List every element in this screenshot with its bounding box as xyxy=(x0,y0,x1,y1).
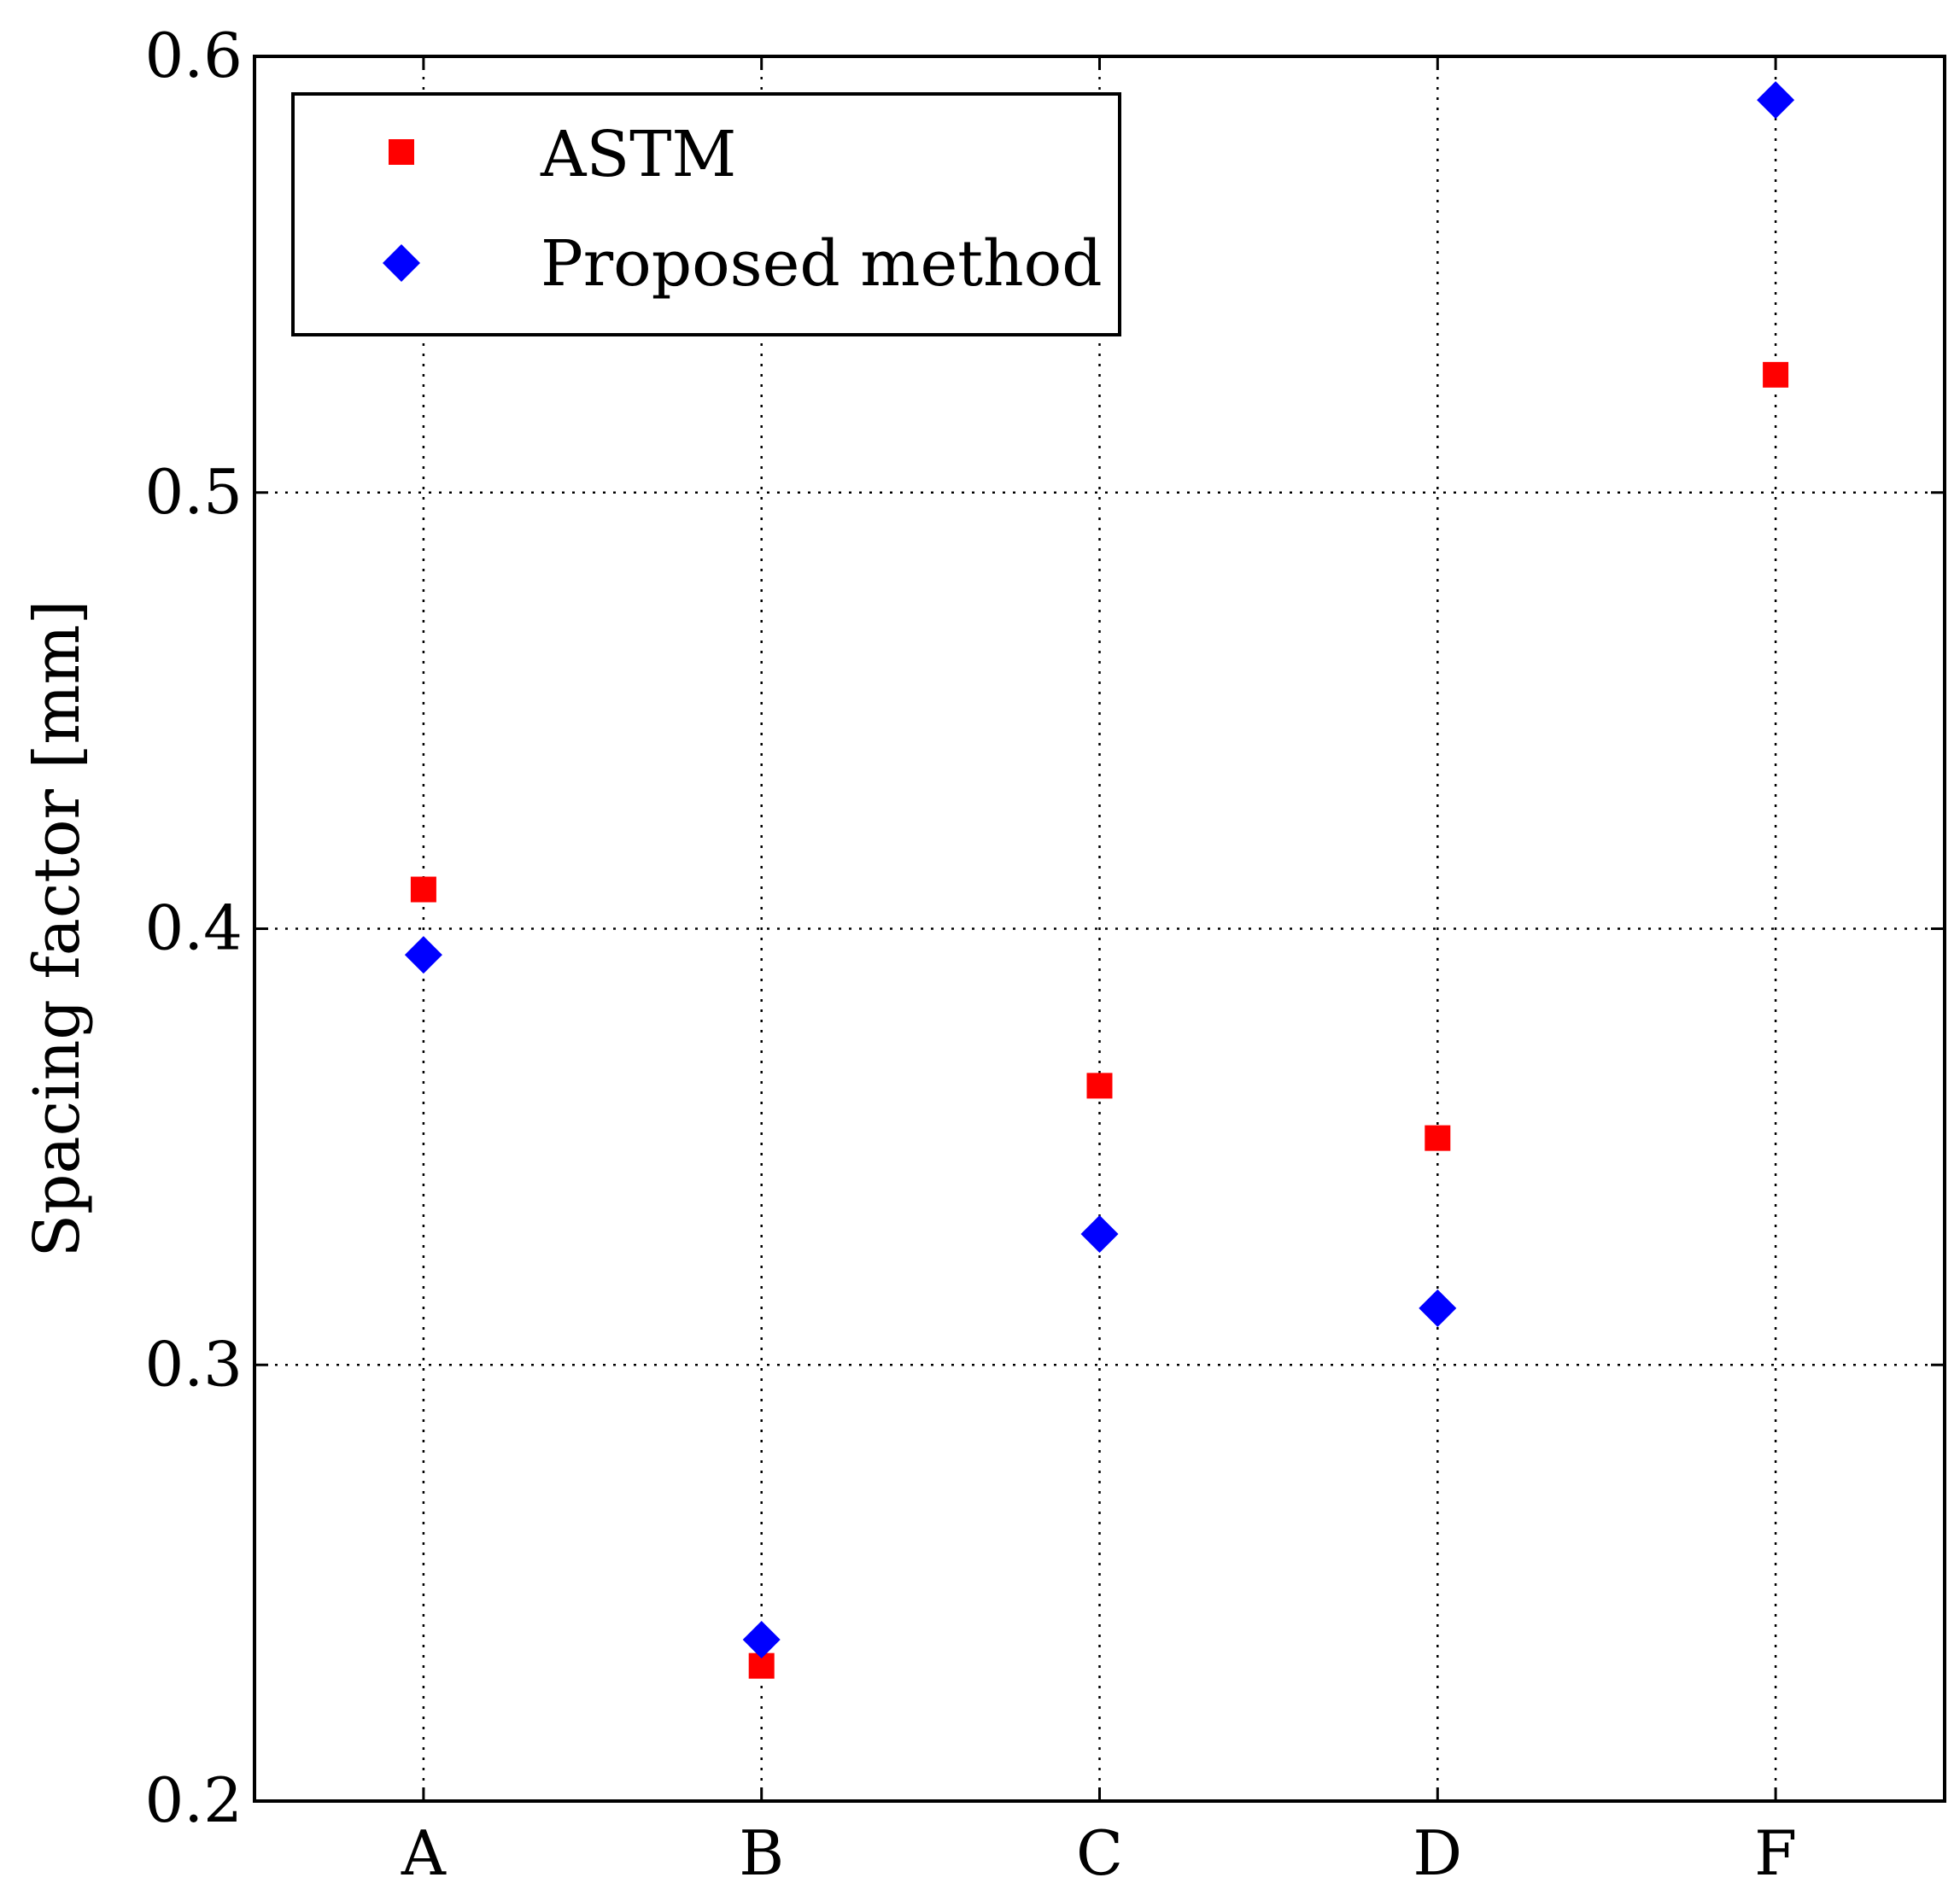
proposed-method-point xyxy=(404,936,442,974)
y-axis-label: Spacing factor [mm] xyxy=(20,599,94,1257)
legend-marker-astm xyxy=(389,139,414,165)
astm-point xyxy=(410,876,436,903)
astm-point xyxy=(1763,361,1789,388)
proposed-method-point xyxy=(1757,81,1795,120)
x-tick-label: D xyxy=(1413,1817,1462,1889)
proposed-method-point xyxy=(742,1621,781,1659)
astm-point xyxy=(1425,1125,1451,1151)
legend-box xyxy=(291,92,1121,336)
x-tick-label: C xyxy=(1076,1817,1123,1889)
y-tick-label: 0.6 xyxy=(144,20,243,91)
legend-label-astm: ASTM xyxy=(540,118,736,191)
x-tick-label: A xyxy=(401,1817,447,1889)
y-tick-label: 0.2 xyxy=(144,1764,243,1836)
y-tick-label: 0.3 xyxy=(144,1328,243,1400)
ticks-layer: A B C D F 0.2 0.3 0.4 0.5 0.6 xyxy=(144,20,1945,1889)
proposed-method-point xyxy=(1419,1289,1457,1327)
legend: ASTM Proposed method xyxy=(291,92,1121,336)
x-tick-label: B xyxy=(739,1817,784,1889)
astm-point xyxy=(1086,1073,1113,1099)
y-tick-label: 0.4 xyxy=(144,892,243,964)
y-tick-label: 0.5 xyxy=(144,456,243,528)
x-tick-label: F xyxy=(1754,1817,1797,1889)
legend-label-proposed-method: Proposed method xyxy=(541,227,1103,301)
grid-layer xyxy=(255,55,1945,1803)
legend-marker-proposed-method xyxy=(383,244,420,282)
proposed-method-point xyxy=(1080,1215,1119,1254)
data-points xyxy=(404,81,1795,1679)
